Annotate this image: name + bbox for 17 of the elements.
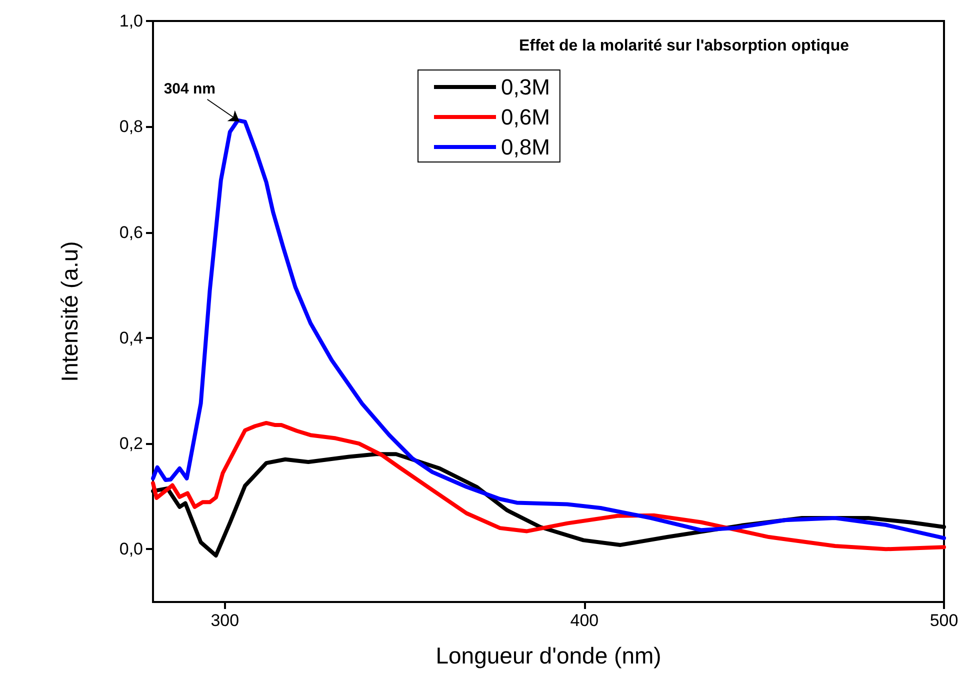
- text: Effet de la molarité sur l'absorption optique: [518, 38, 850, 54]
- legend-label: 0,6M: [501, 104, 550, 130]
- y-tick-label: 0,6: [119, 222, 143, 242]
- y-tick-label: 0,4: [119, 328, 143, 348]
- x-axis-title: Longueur d'onde (nm): [436, 642, 662, 668]
- legend-label: 0,3M: [501, 74, 550, 100]
- y-tick-label: 1,0: [119, 12, 143, 30]
- x-tick-label: 400: [570, 611, 599, 630]
- y-tick-label: 0,2: [119, 434, 143, 454]
- legend-label: 0,8M: [501, 134, 550, 160]
- y-tick-label: 0,8: [119, 117, 143, 136]
- x-tick-label: 300: [210, 611, 240, 630]
- y-axis-title: Intensité (a.u): [56, 241, 82, 382]
- line-series: [151, 420, 946, 552]
- x-tick-label: 500: [930, 611, 958, 630]
- annotation: 304 nm: [164, 80, 216, 98]
- y-tick-label: 0,0: [119, 540, 143, 559]
